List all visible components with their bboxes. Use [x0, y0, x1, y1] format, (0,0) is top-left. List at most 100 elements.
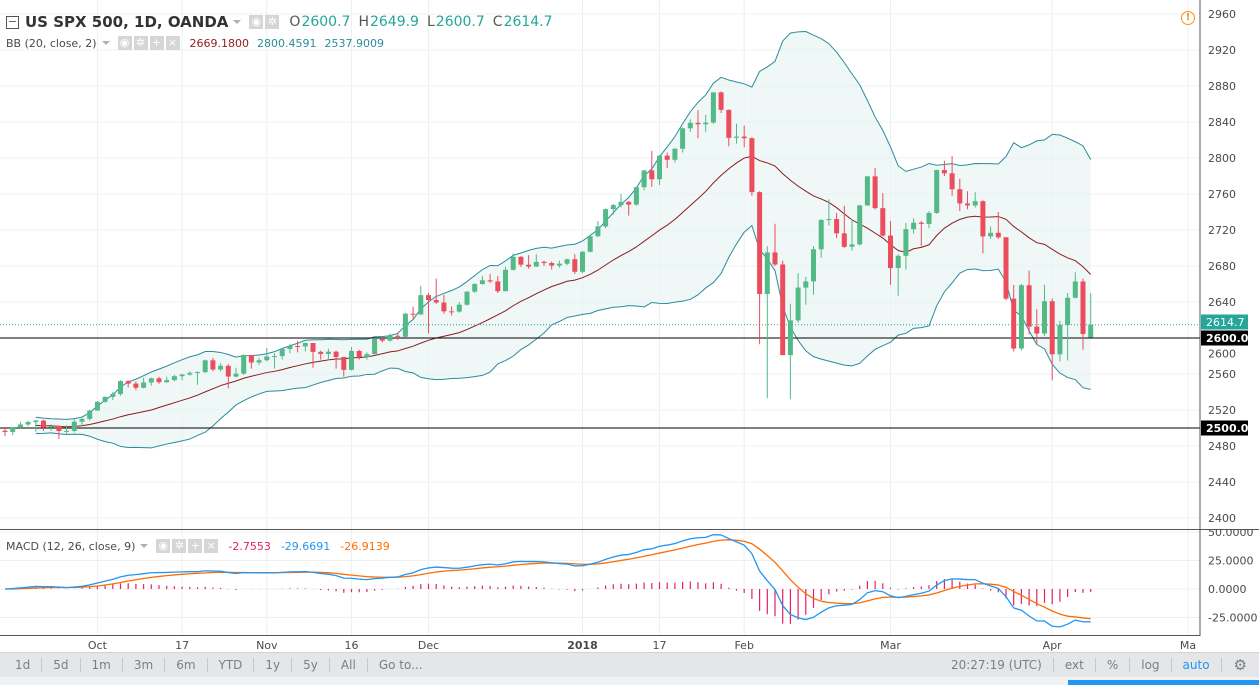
candle [410, 313, 416, 315]
bb-upper-line [35, 31, 1092, 420]
close-icon[interactable]: × [204, 539, 219, 553]
candle [279, 348, 285, 357]
price-tick-label: 2720 [1208, 224, 1236, 237]
chevron-down-icon[interactable] [233, 20, 242, 24]
bb-basis-line [35, 155, 1092, 428]
candle [803, 281, 809, 288]
macd-signal-value: -26.9139 [340, 539, 390, 553]
candle [1034, 326, 1040, 334]
candle [48, 426, 54, 428]
plus-icon[interactable]: + [188, 539, 203, 553]
candle [17, 424, 23, 428]
candle [479, 280, 485, 284]
candle [980, 201, 986, 237]
range-button-3m[interactable]: 3m [123, 658, 166, 672]
candle [541, 261, 547, 264]
candle [10, 427, 16, 432]
candle [556, 263, 562, 266]
open-value: 2600.7 [301, 14, 351, 30]
candle [71, 421, 77, 431]
eye-icon[interactable]: ◉ [117, 36, 132, 50]
candle [464, 291, 470, 305]
candle [510, 256, 516, 270]
chevron-down-icon[interactable] [101, 41, 110, 45]
bottom-toolbar: 1d 5d 1m 3m 6m YTD 1y 5y All Go to... 20:27:19 (U… [0, 652, 1259, 677]
range-button-5d[interactable]: 5d [42, 658, 81, 672]
candle [764, 252, 770, 294]
candle [33, 420, 39, 423]
candle [826, 219, 832, 221]
low-label: L [426, 14, 435, 30]
candle [965, 203, 970, 206]
bb-lower-line [35, 224, 1091, 449]
low-value: 2600.7 [435, 14, 485, 30]
candle [572, 259, 578, 272]
candle [749, 138, 755, 193]
macd-signal-line [4, 539, 1091, 620]
candle [580, 251, 585, 272]
candle [1088, 324, 1094, 338]
eye-icon[interactable]: ◉ [249, 15, 264, 29]
range-button-ytd[interactable]: YTD [208, 658, 255, 672]
candle [664, 155, 670, 160]
scroll-indicator[interactable] [1068, 680, 1259, 685]
bb-upper-value: 2800.4591 [257, 36, 317, 50]
range-button-1y[interactable]: 1y [254, 658, 293, 672]
bb-title[interactable]: BB (20, close, 2) [6, 36, 97, 50]
close-icon[interactable]: × [165, 36, 180, 50]
candle [133, 383, 139, 388]
candle [364, 354, 370, 357]
range-button-goto[interactable]: Go to... [378, 658, 423, 672]
range-button-1d[interactable]: 1d [4, 658, 43, 672]
time-axis-label: 16 [345, 639, 359, 652]
candle [988, 232, 994, 237]
candle [795, 287, 801, 321]
price-chart[interactable]: 2400 2440 2480 2520 2560 2600 2640 2680 2720 2760… [0, 0, 1259, 530]
auto-button[interactable]: auto [1172, 658, 1222, 672]
candle [734, 136, 739, 138]
candle [718, 92, 724, 110]
candle [356, 350, 362, 357]
candle [248, 355, 254, 363]
candle [857, 205, 863, 245]
collapse-icon[interactable]: − [6, 14, 19, 29]
candle [295, 346, 301, 348]
plus-icon[interactable]: + [149, 36, 164, 50]
candle [418, 295, 424, 315]
price-tick-label: 2920 [1208, 44, 1236, 57]
candle [171, 376, 177, 381]
price-tick-label: 2680 [1208, 260, 1236, 273]
warning-circle-icon[interactable]: ! [1181, 11, 1195, 25]
price-tag-label: 2614.7 [1206, 316, 1245, 329]
range-button-1m[interactable]: 1m [81, 658, 123, 672]
price-tick-label: 2840 [1208, 116, 1236, 129]
candle [64, 430, 70, 432]
macd-chart[interactable]: 50.0000 25.0000 0.0000 -25.0000 Oct 17 Nov 16 De… [0, 530, 1259, 652]
price-tag-label: 2500.0 [1206, 422, 1249, 435]
chevron-down-icon[interactable] [140, 544, 149, 548]
candle [811, 249, 816, 282]
range-button-6m[interactable]: 6m [165, 658, 208, 672]
gear-icon[interactable]: ✲ [172, 539, 187, 553]
candle [849, 244, 855, 247]
candle [102, 396, 108, 402]
candle [433, 300, 439, 303]
macd-legend: MACD (12, 26, close, 9) ◉ ✲ + × -2.7553 … [6, 539, 390, 553]
gear-icon[interactable]: ✲ [265, 15, 280, 29]
bb-lower-value: 2537.9009 [324, 36, 385, 50]
eye-icon[interactable]: ◉ [156, 539, 171, 553]
gear-icon[interactable]: ⚙ [1233, 656, 1247, 674]
candle [333, 351, 339, 357]
ext-button[interactable]: ext [1054, 658, 1096, 672]
candle [695, 122, 701, 125]
candle [233, 373, 239, 377]
log-button[interactable]: log [1130, 658, 1172, 672]
time-axis-label: Dec [418, 639, 439, 652]
gear-icon[interactable]: ✲ [133, 36, 148, 50]
symbol-title[interactable]: US SPX 500, 1D, OANDA [25, 13, 229, 31]
range-button-5y[interactable]: 5y [292, 658, 330, 672]
percent-button[interactable]: % [1096, 658, 1131, 672]
macd-title[interactable]: MACD (12, 26, close, 9) [6, 539, 136, 553]
range-button-all[interactable]: All [330, 658, 368, 672]
candle [995, 232, 1001, 238]
